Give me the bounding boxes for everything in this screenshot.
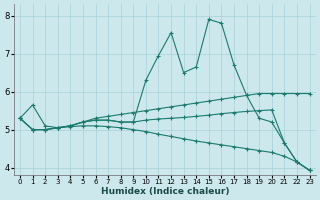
X-axis label: Humidex (Indice chaleur): Humidex (Indice chaleur) (100, 187, 229, 196)
